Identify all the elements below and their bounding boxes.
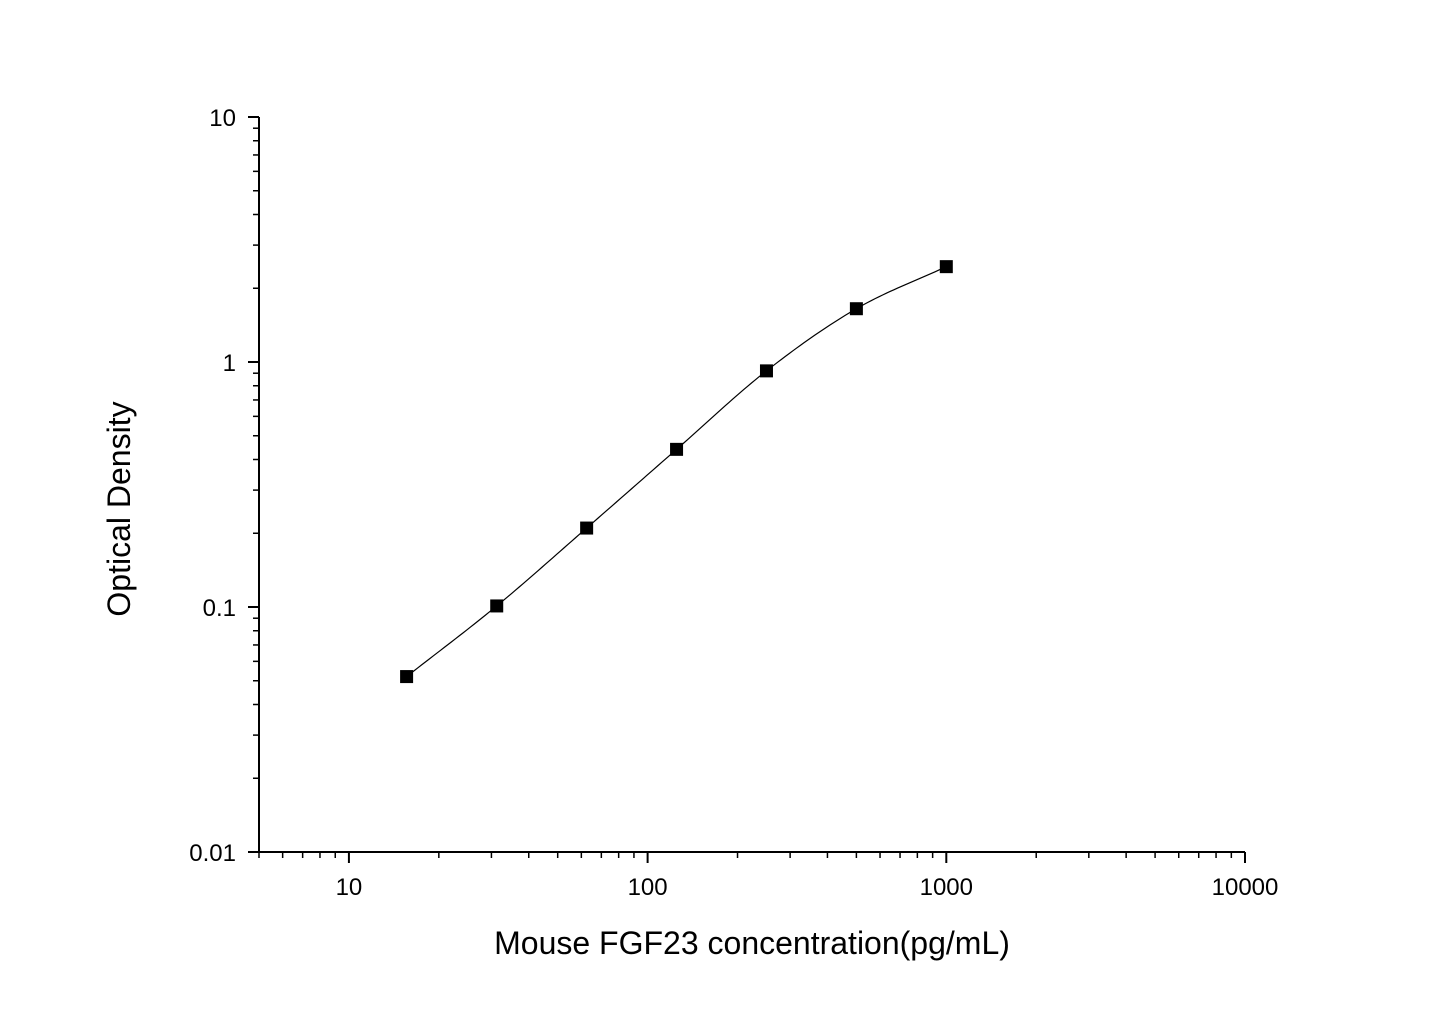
x-tick-label: 10000 [1212, 874, 1279, 901]
y-axis-title: Optical Density [101, 401, 137, 616]
data-point [939, 260, 953, 274]
y-tick-label: 0.01 [189, 840, 236, 867]
axes [258, 117, 1245, 853]
fitted-curve [406, 266, 947, 678]
ticks [248, 116, 1246, 863]
data-point [670, 442, 684, 456]
y-tick-label: 1 [223, 350, 236, 377]
x-tick-label: 1000 [920, 874, 973, 901]
x-tick-label: 100 [628, 874, 668, 901]
y-tick-label: 10 [209, 105, 236, 132]
x-axis-title: Mouse FGF23 concentration(pg/mL) [494, 925, 1010, 961]
data-markers [400, 260, 953, 684]
data-point [490, 599, 504, 613]
data-point [580, 521, 594, 535]
x-tick-label: 10 [336, 874, 363, 901]
data-point [759, 364, 773, 378]
data-point [400, 670, 414, 684]
data-point [849, 302, 863, 316]
y-tick-label: 0.1 [203, 595, 236, 622]
tick-labels: 10 100 1000 10000 0.01 0.1 1 10 [189, 105, 1278, 901]
